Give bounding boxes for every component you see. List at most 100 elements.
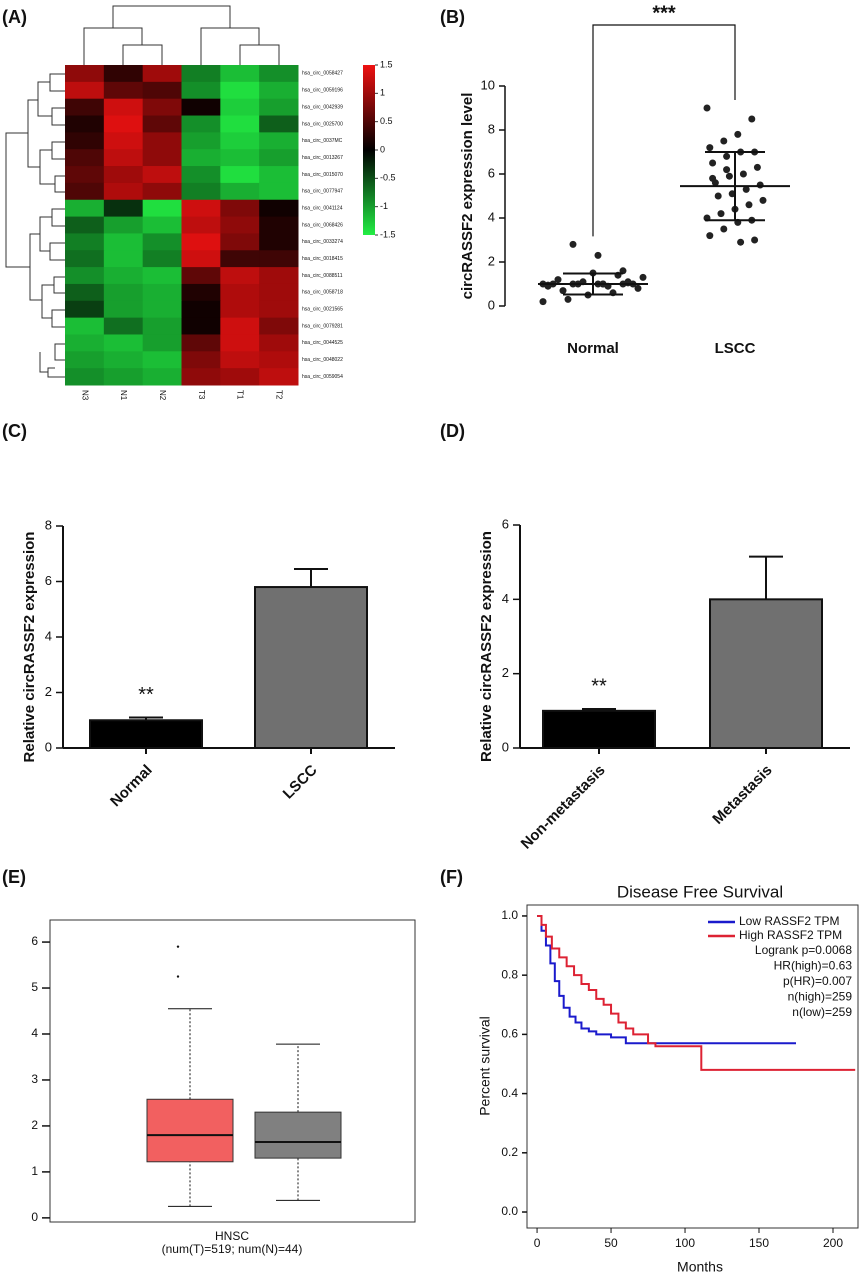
x-tick-label: Normal xyxy=(107,762,156,811)
data-point xyxy=(594,251,602,259)
row-label: hsa_circ_0059196 xyxy=(302,88,343,94)
x-tick-label: 150 xyxy=(749,1236,769,1250)
data-point xyxy=(720,137,728,145)
heat-cell xyxy=(103,166,144,184)
heat-cell xyxy=(181,267,221,285)
heat-cell xyxy=(103,317,144,335)
row-label: hsa_circ_0058718 xyxy=(302,290,343,296)
heat-cell xyxy=(181,283,221,302)
heat-cell xyxy=(181,115,221,133)
heat-cell xyxy=(259,216,299,234)
y-tick-label: 3 xyxy=(31,1072,38,1086)
heat-cell xyxy=(65,182,105,201)
y-tick-label: 0.0 xyxy=(501,1204,518,1218)
heat-cell xyxy=(142,351,182,369)
heat-cell xyxy=(103,115,144,133)
heat-cell xyxy=(65,65,105,83)
column-label: N1 xyxy=(119,390,128,401)
heat-cell xyxy=(181,199,221,218)
row-label: hsa_circ_0021565 xyxy=(302,307,343,313)
color-tick-label: 0.5 xyxy=(380,116,393,126)
x-tick-label: 50 xyxy=(604,1236,618,1250)
heat-cell xyxy=(103,98,144,117)
heat-cell xyxy=(220,250,260,268)
data-point xyxy=(634,284,642,292)
data-point xyxy=(709,174,717,182)
heat-cell xyxy=(103,250,144,268)
significance: *** xyxy=(652,2,676,24)
heat-cell xyxy=(181,216,221,234)
y-tick-label: 0 xyxy=(45,739,52,754)
box xyxy=(254,1111,342,1159)
x-tick-label: LSCC xyxy=(280,762,321,803)
heat-cell xyxy=(220,65,260,83)
y-tick-label: 0.2 xyxy=(501,1145,518,1159)
color-tick-label: 0 xyxy=(380,144,385,154)
row-label: hsa_circ_0041124 xyxy=(302,205,343,211)
heat-cell xyxy=(142,199,182,218)
data-point xyxy=(539,298,547,306)
data-point xyxy=(706,144,714,152)
color-bar xyxy=(363,65,375,235)
heat-cell xyxy=(103,65,144,83)
data-point xyxy=(756,181,764,189)
heat-cell xyxy=(259,115,299,133)
heat-cell xyxy=(65,250,105,268)
data-point xyxy=(734,130,742,138)
heat-cell xyxy=(181,166,221,184)
data-point xyxy=(748,115,756,123)
data-point xyxy=(709,159,717,167)
y-axis-label: circRASSF2 expression level xyxy=(459,93,476,300)
bar xyxy=(709,598,823,749)
heat-cell xyxy=(142,81,182,100)
heat-cell xyxy=(142,132,182,150)
column-label: T3 xyxy=(197,390,206,400)
y-axis-label: Relative circRASSF2 expression xyxy=(478,531,495,762)
x-tick-label: Non-metastasis xyxy=(518,762,609,853)
y-tick-label: 4 xyxy=(488,209,495,224)
heat-cell xyxy=(142,250,182,268)
y-tick-label: 2 xyxy=(31,1118,38,1132)
heat-cell xyxy=(142,182,182,201)
y-tick-label: 8 xyxy=(488,121,495,136)
x-tick-label: 200 xyxy=(823,1236,843,1250)
heat-cell xyxy=(220,283,260,302)
data-point xyxy=(723,152,731,160)
heat-cell xyxy=(65,149,105,167)
data-point xyxy=(554,276,562,284)
heat-cell xyxy=(181,81,221,100)
data-point xyxy=(569,240,577,248)
outlier xyxy=(176,975,180,978)
data-point xyxy=(703,104,711,112)
heat-cell xyxy=(220,115,260,133)
y-tick-label: 1 xyxy=(31,1164,38,1178)
row-label: hsa_circ_0079281 xyxy=(302,323,343,329)
heat-cell xyxy=(142,267,182,285)
column-label: N2 xyxy=(158,390,167,401)
color-tick-label: 1.5 xyxy=(380,59,393,69)
y-tick-label: 0 xyxy=(488,297,495,312)
row-label: hsa_circ_0015070 xyxy=(302,172,343,178)
panel-label: (D) xyxy=(440,421,465,441)
column-label: N3 xyxy=(80,390,89,401)
heat-cell xyxy=(181,300,221,319)
heat-cell xyxy=(220,300,260,319)
heat-cell xyxy=(103,283,144,302)
y-tick-label: 0 xyxy=(31,1210,38,1224)
heat-cell xyxy=(142,166,182,184)
row-label: hsa_circ_0042939 xyxy=(302,104,343,110)
bar xyxy=(254,586,368,749)
panel-label: (B) xyxy=(440,7,465,27)
box xyxy=(146,1098,234,1163)
row-label: hsa_circ_0033274 xyxy=(302,239,343,245)
y-tick-label: 5 xyxy=(31,980,38,994)
y-tick-label: 4 xyxy=(45,628,52,643)
data-point xyxy=(717,210,725,218)
heat-cell xyxy=(220,368,260,386)
heat-cell xyxy=(220,351,260,369)
row-label: hsa_circ_0048022 xyxy=(302,357,343,363)
heat-cell xyxy=(181,65,221,83)
x-axis-label: HNSC xyxy=(215,1229,249,1243)
y-tick-label: 0 xyxy=(502,739,509,754)
significance-bracket xyxy=(592,24,736,237)
